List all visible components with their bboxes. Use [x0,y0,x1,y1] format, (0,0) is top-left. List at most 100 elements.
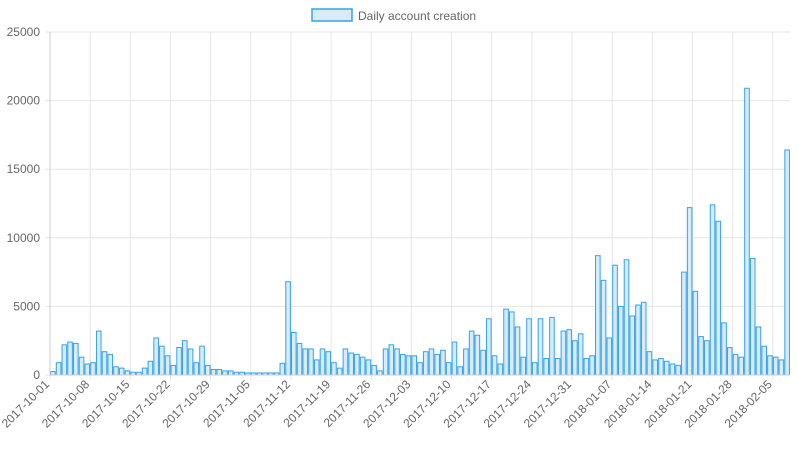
bar [468,330,475,376]
y-tick-label: 10000 [7,231,41,245]
bar [325,351,332,376]
bar [520,356,527,376]
bar [589,355,595,376]
bar [67,341,73,376]
bar [543,358,549,376]
bar [612,264,618,376]
legend[interactable]: Daily account creation [311,8,476,23]
bar [646,351,653,376]
bar [692,290,699,376]
bar [595,255,601,376]
bar [606,337,613,376]
bar [491,355,498,376]
bar [554,358,561,376]
bar [600,279,607,376]
bar [572,340,578,376]
bar [486,318,492,376]
bar [348,352,354,376]
bar [50,371,56,376]
bar [669,363,676,376]
bar [761,345,767,376]
bar [302,348,309,376]
bar [704,340,710,376]
bars [50,87,790,376]
bar [107,353,114,376]
bar [784,149,790,376]
y-tick-label: 0 [33,368,40,382]
bar [738,356,745,376]
bar [176,347,182,376]
bar [732,353,739,376]
bar [336,367,343,376]
bar [577,333,584,376]
bar [434,353,441,376]
bar [440,349,446,376]
bar [617,305,624,376]
bar [583,358,590,376]
bar [118,367,125,376]
bar [147,360,154,376]
bar [514,326,521,376]
bar [749,257,756,376]
bar [721,322,727,376]
bar [354,353,360,376]
bar [73,342,79,376]
bar [187,348,194,376]
bar [744,87,750,376]
bar [405,355,412,376]
bar [755,326,762,376]
bar [153,337,159,376]
bar [113,366,119,376]
bar [652,359,658,376]
bar [227,370,234,376]
bar [182,340,188,376]
bar [778,359,785,376]
bar [526,318,532,376]
bar [715,220,722,376]
bar [210,369,217,376]
bar [331,362,337,376]
bar [359,356,366,376]
bar [101,351,108,376]
bar [675,364,681,376]
bar [635,304,641,376]
bar [371,364,377,376]
bar [313,359,320,376]
bar [222,370,228,376]
bar [566,329,572,376]
bar [279,362,286,376]
bar [726,347,733,376]
bar [124,370,131,376]
bar [463,348,469,376]
bar [291,331,297,376]
bar [503,308,509,376]
bar [560,330,567,376]
bar [417,362,423,376]
bar [537,318,544,376]
bar [342,348,349,376]
bar [549,316,555,376]
bar [772,356,779,376]
bar [709,204,716,376]
bar [508,311,515,376]
y-tick-label: 25000 [7,25,41,39]
bar [61,344,68,376]
legend-label: Daily account creation [358,9,476,23]
bar [663,360,670,376]
bar [686,207,693,376]
y-tick-label: 5000 [13,299,40,313]
bar [531,362,538,376]
bar [164,355,171,376]
bar [84,363,91,376]
bar [388,344,395,376]
bar [170,364,177,376]
grid [45,31,790,380]
bar [204,364,211,376]
bar [457,366,463,376]
y-tick-label: 15000 [7,162,41,176]
bar [95,330,102,376]
bar [90,362,96,376]
bar [199,345,205,376]
